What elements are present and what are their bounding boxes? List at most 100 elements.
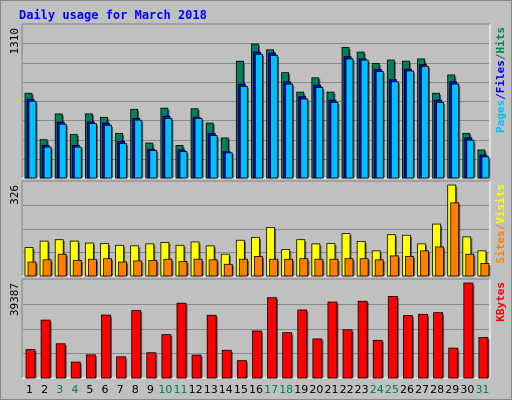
- bar-kbytes-day-25: [387, 296, 398, 379]
- bar-sites-day-30: [465, 253, 475, 277]
- bar-kbytes-day-11: [176, 302, 187, 379]
- x-tick-label: 17: [264, 383, 278, 396]
- x-tick-label: 10: [158, 383, 172, 396]
- bar-kbytes-day-4: [70, 361, 81, 379]
- bar-kbytes-day-13: [206, 314, 217, 379]
- bar-kbytes-day-16: [252, 330, 262, 379]
- bar-sites-day-28: [435, 246, 445, 277]
- bar-pages-day-25: [390, 81, 399, 179]
- bar-sites-day-31: [480, 263, 490, 277]
- x-tick-label: 14: [219, 383, 233, 396]
- bar-pages-day-15: [239, 85, 248, 179]
- bar-pages-day-24: [375, 71, 384, 179]
- panel-visits_sites: 326 Sites/Visits: [8, 180, 507, 277]
- bar-sites-day-6: [103, 258, 112, 277]
- x-tick-label: 30: [460, 383, 474, 396]
- bar-pages-day-1: [28, 100, 37, 179]
- bar-kbytes-day-15: [236, 360, 247, 379]
- bar-pages-day-21: [330, 102, 339, 179]
- bar-pages-day-11: [179, 151, 188, 179]
- bar-pages-day-7: [119, 143, 127, 179]
- x-tick-label: 25: [385, 383, 399, 396]
- panel-kbytes: 39387 KBytes: [8, 278, 507, 379]
- bar-sites-day-10: [163, 258, 173, 277]
- x-tick-label: 27: [415, 383, 429, 396]
- bar-sites-day-16: [254, 256, 263, 277]
- bar-kbytes-day-17: [267, 297, 277, 379]
- bar-kbytes-day-22: [342, 329, 353, 379]
- bar-kbytes-day-31: [478, 337, 489, 379]
- x-tick-label: 7: [117, 383, 124, 396]
- bar-kbytes-day-10: [161, 334, 172, 379]
- y-max-label: 326: [8, 185, 21, 205]
- bar-kbytes-day-8: [131, 310, 142, 379]
- legend-label-part: Hits: [494, 27, 507, 54]
- bar-pages-day-12: [194, 118, 203, 179]
- x-tick-label: 21: [324, 383, 338, 396]
- bar-pages-day-3: [58, 123, 67, 179]
- legend-label-part: Files: [494, 60, 507, 93]
- x-tick-label: 26: [400, 383, 414, 396]
- bar-sites-day-25: [389, 255, 399, 277]
- bar-kbytes-day-20: [312, 338, 323, 379]
- bar-sites-day-9: [148, 259, 158, 277]
- bar-sites-day-21: [329, 258, 339, 277]
- x-tick-label: 13: [204, 383, 218, 396]
- bar-sites-day-18: [284, 258, 294, 277]
- bar-kbytes-day-23: [357, 300, 368, 379]
- x-tick-label: 19: [294, 383, 308, 396]
- bar-sites-day-4: [72, 259, 82, 277]
- bar-kbytes-day-14: [221, 349, 232, 379]
- x-tick-label: 22: [340, 383, 354, 396]
- x-tick-label: 4: [71, 383, 78, 396]
- bar-pages-day-29: [451, 83, 460, 179]
- x-tick-label: 16: [249, 383, 263, 396]
- bar-kbytes-day-12: [191, 354, 202, 379]
- bar-pages-day-10: [164, 118, 173, 179]
- bar-sites-day-20: [314, 258, 324, 277]
- bar-pages-day-16: [255, 53, 263, 179]
- bar-sites-day-12: [193, 258, 203, 277]
- bar-sites-day-22: [344, 258, 354, 277]
- bar-pages-day-26: [406, 70, 414, 179]
- bar-kbytes-day-27: [418, 313, 428, 379]
- x-tick-label: 15: [234, 383, 248, 396]
- bar-sites-day-29: [450, 202, 460, 277]
- bar-pages-day-9: [149, 150, 158, 179]
- bar-sites-day-15: [238, 258, 248, 277]
- x-tick-label: 12: [189, 383, 203, 396]
- bar-kbytes-day-1: [25, 349, 36, 379]
- bar-kbytes-day-30: [463, 282, 474, 379]
- legend-label-part: Sites: [494, 230, 507, 263]
- bar-pages-day-18: [285, 83, 294, 179]
- y-max-label: 1310: [8, 28, 21, 55]
- bar-sites-day-8: [133, 260, 143, 277]
- bar-pages-day-22: [345, 58, 354, 179]
- bar-pages-day-30: [466, 139, 475, 179]
- legend-label: Sites/Visits: [494, 184, 507, 264]
- bar-sites-day-2: [42, 259, 52, 277]
- x-tick-label: 6: [102, 383, 109, 396]
- bar-kbytes-day-9: [146, 352, 157, 379]
- legend-label-part: /: [494, 223, 507, 230]
- bar-pages-day-28: [436, 102, 445, 179]
- bar-pages-day-2: [43, 146, 52, 179]
- bar-sites-day-23: [359, 258, 369, 277]
- bar-kbytes-day-3: [55, 343, 66, 379]
- legend-label-part: KBytes: [494, 282, 507, 322]
- x-tick-label: 5: [86, 383, 93, 396]
- bar-sites-day-27: [420, 250, 429, 277]
- x-tick-label: 23: [355, 383, 369, 396]
- x-tick-label: 24: [370, 383, 384, 396]
- bar-kbytes-day-18: [282, 332, 293, 379]
- legend-label-part: /: [494, 53, 507, 60]
- bar-sites-day-7: [118, 261, 127, 277]
- x-tick-label: 9: [147, 383, 154, 396]
- bar-kbytes-day-29: [448, 347, 459, 379]
- bar-sites-day-26: [405, 256, 414, 277]
- bar-sites-day-1: [27, 261, 37, 277]
- bar-pages-day-13: [209, 135, 218, 179]
- x-tick-label: 2: [41, 383, 48, 396]
- bar-sites-day-19: [299, 258, 309, 277]
